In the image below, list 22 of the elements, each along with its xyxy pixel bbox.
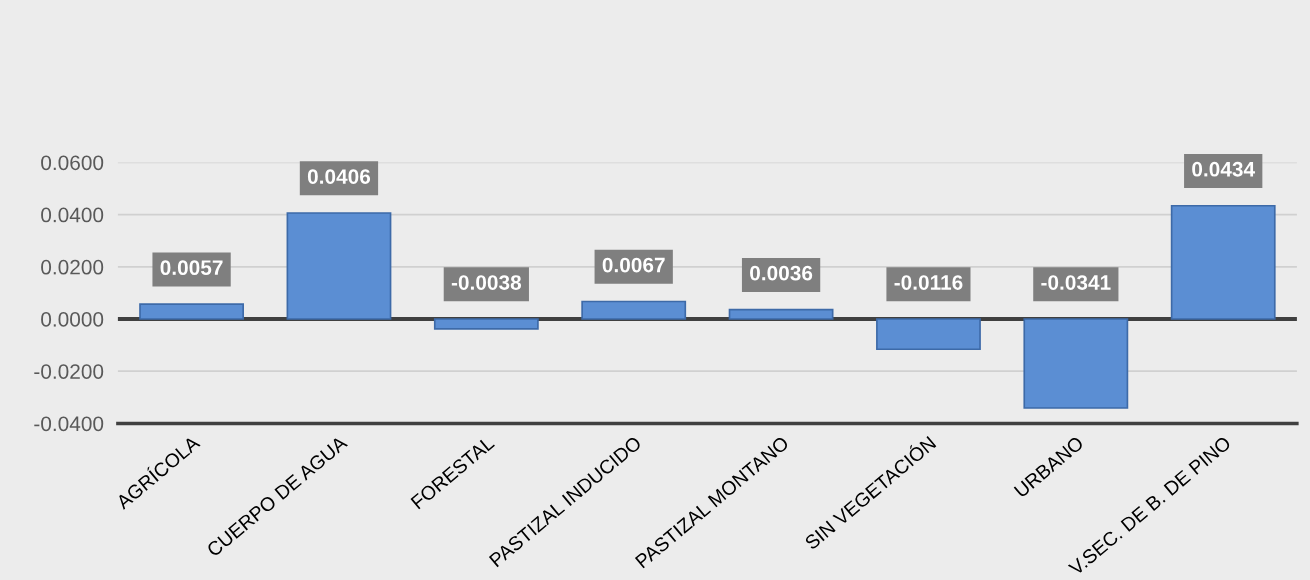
bar	[581, 300, 687, 320]
data-label: 0.0036	[750, 265, 813, 281]
data-label: 0.0067	[602, 257, 665, 273]
y-tick-label: 0.0200	[41, 259, 104, 275]
data-label: 0.0057	[160, 260, 223, 276]
bar	[433, 318, 539, 330]
data-label: 0.0406	[307, 169, 371, 184]
bar	[286, 212, 392, 320]
y-tick-label: 0.0000	[41, 312, 104, 327]
data-label: -0.0341	[1041, 275, 1111, 290]
data-label: -0.0038	[451, 275, 522, 290]
bar	[1170, 204, 1276, 320]
data-label: 0.0434	[1192, 161, 1255, 177]
y-tick-label: 0.0400	[41, 207, 104, 223]
bar	[876, 318, 981, 351]
bar	[728, 308, 834, 320]
y-tick-label: -0.0400	[34, 416, 104, 432]
y-tick-label: -0.0200	[34, 364, 104, 379]
bar	[1023, 318, 1129, 409]
bar	[139, 303, 245, 320]
y-tick-label: 0.0600	[41, 155, 104, 171]
data-label: -0.0116	[894, 275, 963, 290]
